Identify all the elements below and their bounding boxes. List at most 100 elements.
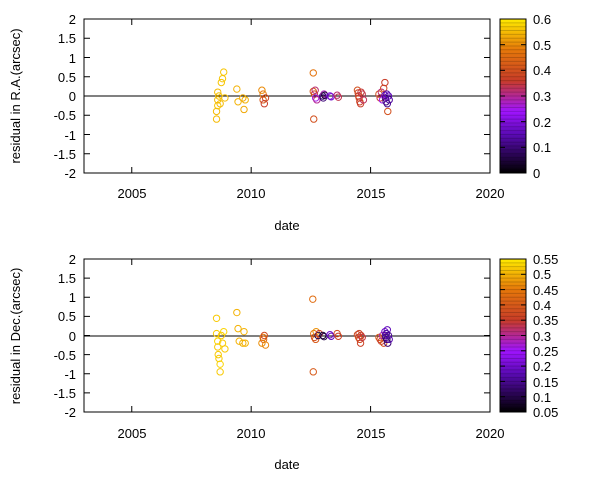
dec-data-point — [327, 332, 335, 340]
dec-cb-tick: 0.45 — [533, 283, 558, 298]
ra-cb-tick: 0.1 — [533, 140, 551, 155]
ra-data-point — [311, 94, 320, 102]
ra-data-point — [310, 115, 318, 123]
ra-data-point — [258, 86, 266, 94]
ra-ytick: -0.5 — [54, 108, 76, 123]
dec-ytick: -0.5 — [54, 348, 76, 363]
ra-cb-tick: 0.6 — [533, 12, 551, 27]
ra-data-point — [261, 94, 270, 102]
dec-data-point — [311, 335, 320, 344]
ra-data-point — [234, 98, 242, 106]
ra-data-point — [214, 88, 222, 96]
ra-ytick: -1.5 — [54, 147, 76, 162]
dec-data-point — [212, 329, 221, 338]
dec-ytick: -1.5 — [54, 386, 76, 401]
dec-data-point — [217, 331, 226, 340]
ra-colorbar-stripes — [500, 18, 526, 174]
ra-data-point — [354, 89, 362, 97]
dec-data-point — [214, 337, 222, 345]
dec-data-point — [319, 331, 327, 340]
ra-cb-tick: 0 — [533, 166, 540, 181]
dec-data-point — [233, 308, 241, 317]
dec-xtick: 2020 — [476, 426, 505, 441]
dec-ytick: 0 — [69, 329, 76, 344]
dec-tick-marks — [84, 258, 491, 413]
dec-ytick: -2 — [64, 405, 76, 420]
dec-data-point — [383, 335, 391, 344]
dec-data-point — [309, 368, 317, 376]
dec-panel: 2 1.5 1 0.5 0 -0.5 -1 -1.5 -2 2005 2010 … — [8, 252, 558, 472]
dec-cb-tick: 0.15 — [533, 375, 558, 390]
dec-data-point — [221, 345, 229, 353]
dec-cb-tick: 0.1 — [533, 390, 551, 405]
dec-data-point — [334, 332, 343, 340]
ra-data-point — [220, 68, 228, 76]
dec-data-point — [260, 331, 269, 340]
dec-data-point — [385, 335, 393, 344]
ra-data-point — [334, 93, 343, 101]
dec-data-point — [220, 327, 228, 336]
ra-data-point — [385, 96, 393, 104]
ra-data-point — [217, 78, 226, 87]
ra-data-point — [212, 115, 221, 123]
dec-data-point — [214, 343, 222, 351]
dec-x-label: date — [274, 457, 299, 472]
ra-ytick: 1 — [69, 51, 76, 66]
ra-ytick: 2 — [69, 12, 76, 27]
ra-data-point — [214, 101, 222, 110]
dec-cb-tick: 0.05 — [533, 405, 558, 420]
ra-data-point — [359, 96, 368, 104]
ra-data-point — [216, 100, 224, 108]
dec-y-label: residual in Dec.(arcsec) — [8, 268, 23, 405]
ra-data-point — [259, 90, 267, 98]
ra-data-point — [326, 92, 334, 100]
dec-cb-tick: 0.25 — [533, 344, 558, 359]
dec-data-point — [212, 314, 221, 322]
ra-data-point — [241, 96, 249, 104]
ra-data-point — [259, 96, 267, 104]
ra-cb-tick: 0.3 — [533, 89, 551, 104]
dec-data-point — [216, 360, 224, 368]
dec-cb-tick: 0.35 — [533, 313, 558, 328]
dec-ytick: -1 — [64, 367, 76, 382]
ra-data-point — [381, 78, 389, 87]
ra-data-point — [383, 100, 392, 108]
ra-xtick: 2020 — [476, 186, 505, 201]
dec-data-point — [309, 295, 317, 303]
ra-y-label: residual in R.A.(arcsec) — [8, 28, 23, 163]
dec-data-point — [358, 333, 366, 342]
ra-x-label: date — [274, 218, 299, 233]
ra-data-point — [384, 92, 393, 100]
ra-data-point — [218, 74, 227, 83]
dec-data-point — [382, 329, 391, 338]
dec-data-point — [384, 331, 393, 340]
ra-data-point — [221, 94, 229, 102]
ra-x-ticks: 2005 2010 2015 2020 — [118, 186, 505, 201]
dec-x-ticks: 2005 2010 2015 2020 — [118, 426, 505, 441]
dec-colorbar-ticks: 0.55 0.5 0.45 0.4 0.35 0.3 0.25 0.2 0.15… — [533, 252, 558, 420]
ra-ytick: -2 — [64, 166, 76, 181]
dec-cb-tick: 0.3 — [533, 329, 551, 344]
ra-xtick: 2005 — [118, 186, 147, 201]
ra-data-point — [333, 91, 341, 99]
dec-data-point — [384, 339, 392, 347]
dec-data-point — [326, 331, 334, 339]
dec-data-point — [241, 339, 249, 347]
ra-tick-marks — [84, 18, 491, 174]
ra-points — [212, 68, 393, 123]
dec-colorbar-stripes — [500, 258, 526, 413]
ra-cb-tick: 0.5 — [533, 38, 551, 53]
dec-ytick: 0.5 — [58, 309, 76, 324]
dec-data-point — [216, 368, 224, 376]
ra-y-ticks: 2 1.5 1 0.5 0 -0.5 -1 -1.5 -2 — [54, 12, 76, 181]
dec-data-point — [356, 335, 364, 344]
ra-xtick: 2010 — [237, 186, 266, 201]
dec-data-point — [234, 324, 242, 333]
ra-cb-tick: 0.2 — [533, 115, 551, 130]
ra-ytick: 1.5 — [58, 31, 76, 46]
ra-data-point — [214, 96, 222, 104]
ra-xtick: 2015 — [357, 186, 386, 201]
dec-xtick: 2005 — [118, 426, 147, 441]
dec-xtick: 2015 — [357, 426, 386, 441]
